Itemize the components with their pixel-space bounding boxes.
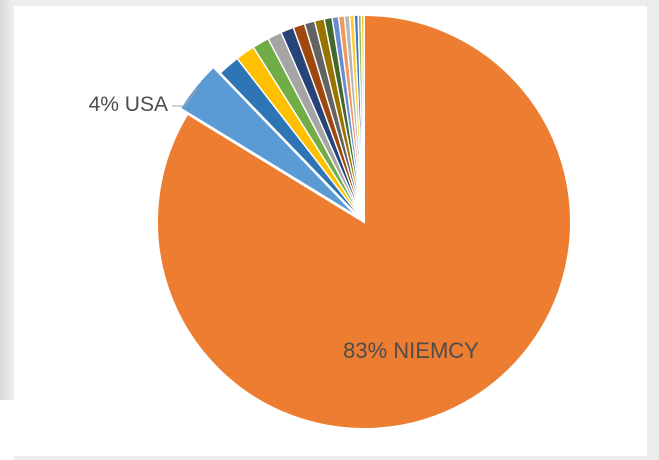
pie-slice-usa xyxy=(179,66,358,217)
slice-label-usa: 4% USA xyxy=(89,93,168,116)
slice-label-niemcy: 83% NIEMCY xyxy=(343,338,479,363)
pie-labels: 83% NIEMCY 4% USA xyxy=(89,87,479,363)
pie-slice-other-17 xyxy=(360,14,365,223)
bottom-strip xyxy=(0,400,14,460)
left-shade xyxy=(0,0,14,400)
usa-leader-line xyxy=(172,87,198,107)
pie-slices xyxy=(156,13,572,430)
